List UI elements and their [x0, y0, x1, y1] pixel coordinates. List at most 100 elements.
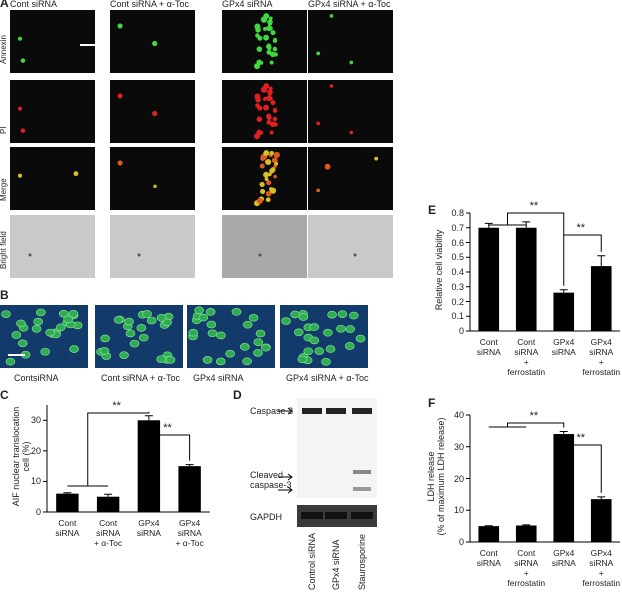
bracket [67, 411, 150, 487]
x-tick-label: GPx4 siRNA + ferrostatin [582, 548, 621, 588]
debris [28, 253, 32, 257]
y-tick-label: 0 [458, 326, 464, 336]
y-tick-label: 0.1 [451, 311, 464, 322]
nucleus [69, 345, 79, 353]
stained-cell [272, 116, 278, 122]
y-axis-label: LDH release (% of maximum LDH release) [426, 417, 446, 536]
x-tick-label: GPx4 siRNA [551, 548, 576, 568]
nucleus [198, 313, 209, 322]
stained-cell [349, 130, 354, 135]
stained-cell [263, 13, 270, 20]
nucleus [345, 325, 356, 333]
micrograph [110, 215, 195, 278]
bar [137, 420, 161, 512]
y-tick-label: 20 [453, 473, 464, 484]
significance: ** [163, 422, 172, 434]
stained-cell [152, 40, 158, 47]
bracket [488, 212, 565, 286]
band [325, 512, 347, 519]
nucleus [205, 308, 216, 316]
stained-cell [17, 173, 23, 178]
stained-cell [329, 14, 334, 18]
column-header: Cont siRNA + α-Toc [110, 0, 189, 9]
image-caption: Cont siRNA + α-Toc [101, 373, 180, 383]
nucleus [36, 308, 46, 317]
nucleus [165, 355, 176, 364]
stained-cell [256, 116, 263, 122]
stained-cell [265, 191, 272, 197]
error-bar [559, 431, 568, 435]
error-bar [484, 222, 493, 228]
y-tick-label: 10 [30, 476, 41, 487]
nucleus [253, 349, 263, 357]
stained-cell [256, 59, 262, 65]
stained-cell [263, 34, 270, 41]
stained-cell [374, 156, 379, 161]
stained-cell [255, 97, 261, 103]
y-tick-label: 0.7 [451, 222, 464, 233]
stained-cell [269, 130, 274, 135]
image-caption: GPx4 siRNA + α-Toc [286, 373, 369, 383]
nucleus [225, 349, 235, 358]
stained-cell [324, 163, 331, 170]
band [301, 512, 323, 519]
bar [96, 496, 120, 512]
micrograph [10, 80, 95, 143]
nucleus [16, 319, 26, 328]
micrograph [10, 147, 95, 210]
nucleus [58, 310, 69, 318]
nucleus [327, 310, 337, 319]
y-tick-label: 30 [453, 441, 464, 452]
y-tick-label: 30 [30, 415, 41, 426]
band [352, 408, 372, 414]
error-bar [597, 496, 606, 500]
stained-cell [255, 27, 261, 33]
nucleus [253, 338, 264, 346]
x-tick-label: GPx4 siRNA + α-Toc [175, 518, 204, 548]
nucleus [207, 329, 218, 338]
band [351, 512, 373, 519]
stained-cell [273, 107, 277, 112]
stained-cell [17, 106, 23, 111]
arrow [278, 486, 293, 494]
stained-cell [17, 36, 23, 41]
stained-cell [260, 188, 266, 195]
stained-cell [117, 23, 123, 29]
band-label: GAPDH [250, 512, 283, 522]
nucleus [349, 311, 359, 320]
stained-cell [153, 184, 157, 189]
nucleus [156, 314, 167, 322]
significance: ** [576, 222, 586, 234]
micrograph [110, 147, 195, 210]
panel-letter: E [428, 203, 437, 217]
y-tick-label: 0.2 [451, 296, 464, 307]
bar [553, 292, 575, 331]
nucleus [119, 351, 129, 359]
stained-cell [263, 150, 270, 157]
stained-cell [20, 128, 26, 133]
panel-letter: D [233, 388, 242, 402]
nucleus [45, 328, 55, 337]
nucleus [309, 323, 320, 331]
stained-cell [256, 46, 263, 52]
micrograph [110, 80, 195, 143]
stained-cell [329, 84, 334, 88]
image-caption: ContsiRNA [14, 373, 59, 383]
stained-cell [316, 121, 321, 126]
nucleus [344, 342, 355, 350]
nucleus [297, 355, 308, 364]
nucleus [136, 324, 147, 332]
significance: ** [529, 200, 539, 212]
micrograph [110, 10, 195, 73]
y-tick-label: 0.6 [451, 237, 464, 248]
stained-cell [266, 44, 271, 49]
lane-label: Staurosporine [357, 533, 367, 590]
nucleus [242, 357, 252, 366]
nucleus [303, 347, 314, 356]
nucleus [68, 310, 79, 318]
stained-cell [117, 160, 123, 166]
debris [353, 253, 357, 257]
error-bar [522, 524, 531, 526]
nucleus [63, 315, 74, 324]
stained-cell [260, 155, 266, 161]
